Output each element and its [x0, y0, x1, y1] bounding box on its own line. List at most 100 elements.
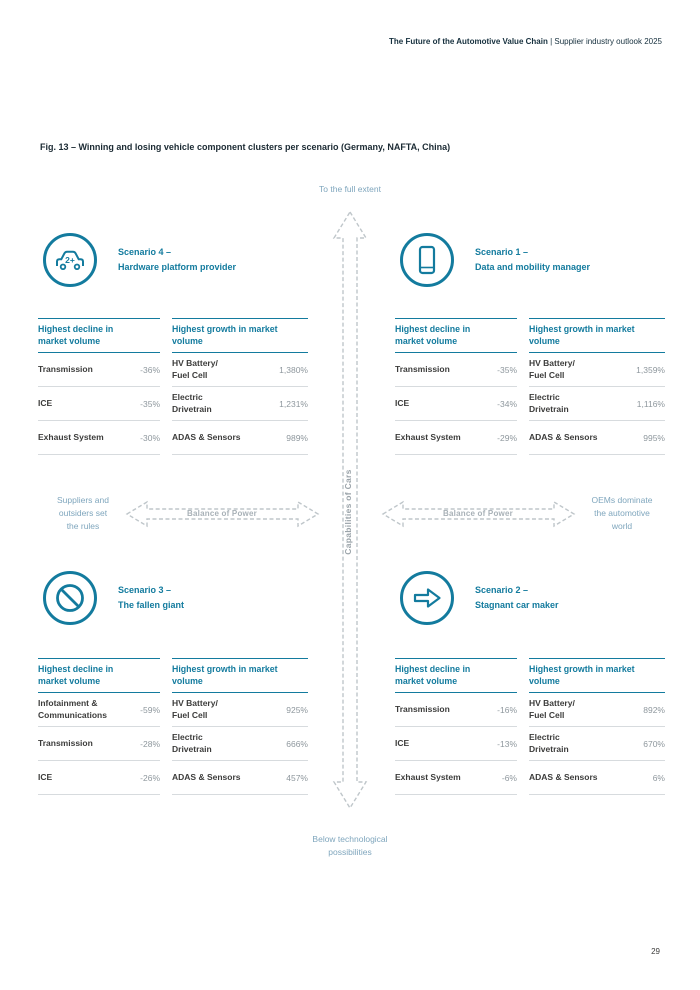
table-row: Electric Drivetrain 670% — [529, 727, 665, 761]
table-row: ADAS & Sensors 457% — [172, 761, 308, 795]
row-value: -34% — [497, 398, 517, 409]
row-label: HV Battery/ Fuel Cell — [172, 358, 218, 380]
row-value: -26% — [140, 772, 160, 783]
scenario-table: Highest decline in market volume Transmi… — [395, 658, 665, 795]
row-value: 666% — [286, 738, 308, 749]
growth-column: Highest growth in market volume HV Batte… — [529, 658, 665, 795]
table-row: Electric Drivetrain 1,231% — [172, 387, 308, 421]
scenario-table: Highest decline in market volume Infotai… — [38, 658, 308, 795]
table-row: Transmission -28% — [38, 727, 160, 761]
table-row: ICE -26% — [38, 761, 160, 795]
axis-label-vertical: Capabilities of Cars — [343, 469, 353, 555]
growth-column: Highest growth in market volume HV Batte… — [172, 658, 308, 795]
axis-label-bottom: Below technological possibilities — [312, 834, 388, 858]
row-value: -59% — [140, 704, 160, 715]
decline-column: Highest decline in market volume Infotai… — [38, 658, 160, 795]
row-value: -30% — [140, 432, 160, 443]
row-value: -28% — [140, 738, 160, 749]
growth-column: Highest growth in market volume HV Batte… — [529, 318, 665, 455]
row-label: ICE — [395, 737, 410, 748]
quadrant-scenario-3: Scenario 3 – The fallen giant Highest de… — [38, 570, 308, 795]
row-label: HV Battery/ Fuel Cell — [172, 698, 218, 720]
axis-label-right: OEMs dominate the automotive world — [591, 495, 653, 532]
table-row: ICE -34% — [395, 387, 517, 421]
balance-of-power-right-label: Balance of Power — [443, 509, 513, 518]
row-label: HV Battery/ Fuel Cell — [529, 358, 575, 380]
row-value: 457% — [286, 772, 308, 783]
row-value: -36% — [140, 364, 160, 375]
scenario-title: Scenario 3 – The fallen giant — [118, 585, 185, 610]
row-label: ADAS & Sensors — [172, 431, 241, 442]
table-row: Exhaust System -6% — [395, 761, 517, 795]
page-header-subtitle: | Supplier industry outlook 2025 — [547, 37, 662, 46]
growth-header: Highest growth in market volume — [172, 319, 308, 353]
table-row: Exhaust System -29% — [395, 421, 517, 455]
row-label: Transmission — [395, 363, 450, 374]
row-value: -35% — [497, 364, 517, 375]
scenario-header: Scenario 2 – Stagnant car maker — [395, 570, 665, 626]
row-label: Electric Drivetrain — [529, 732, 569, 754]
row-label: ADAS & Sensors — [529, 771, 598, 782]
balance-of-power-left-label: Balance of Power — [187, 509, 257, 518]
growth-header: Highest growth in market volume — [529, 319, 665, 353]
decline-header: Highest decline in market volume — [38, 319, 160, 353]
table-row: Electric Drivetrain 666% — [172, 727, 308, 761]
quadrant-scenario-4: 2+ Scenario 4 – Hardware platform provid… — [38, 232, 308, 455]
row-value: 892% — [643, 704, 665, 715]
arrow-right-icon — [400, 571, 454, 625]
table-row: ADAS & Sensors 6% — [529, 761, 665, 795]
row-label: Electric Drivetrain — [172, 732, 212, 754]
table-row: Transmission -16% — [395, 693, 517, 727]
decline-header: Highest decline in market volume — [38, 659, 160, 693]
row-value: 995% — [643, 432, 665, 443]
table-row: Electric Drivetrain 1,116% — [529, 387, 665, 421]
growth-header: Highest growth in market volume — [529, 659, 665, 693]
row-label: Exhaust System — [395, 771, 461, 782]
row-value: 989% — [286, 432, 308, 443]
table-row: ADAS & Sensors 989% — [172, 421, 308, 455]
decline-header: Highest decline in market volume — [395, 319, 517, 353]
decline-header: Highest decline in market volume — [395, 659, 517, 693]
figure-title: Fig. 13 – Winning and losing vehicle com… — [40, 142, 451, 152]
row-label: ICE — [38, 397, 53, 408]
row-value: -6% — [501, 772, 517, 783]
axis-label-left: Suppliers and outsiders set the rules — [57, 495, 109, 532]
scenario-title: Scenario 2 – Stagnant car maker — [475, 585, 559, 610]
table-row: Infotainment & Communications -59% — [38, 693, 160, 727]
row-value: 1,231% — [279, 398, 308, 409]
scenario-header: Scenario 3 – The fallen giant — [38, 570, 308, 626]
row-label: Electric Drivetrain — [529, 392, 569, 414]
table-row: ICE -13% — [395, 727, 517, 761]
row-label: ICE — [395, 397, 410, 408]
scenario-header: 2+ Scenario 4 – Hardware platform provid… — [38, 232, 308, 288]
row-value: -29% — [497, 432, 517, 443]
row-value: -35% — [140, 398, 160, 409]
row-label: ADAS & Sensors — [529, 431, 598, 442]
scenario-title: Scenario 4 – Hardware platform provider — [118, 247, 237, 272]
smartphone-icon — [400, 233, 454, 287]
table-row: Transmission -35% — [395, 353, 517, 387]
scenario-table: Highest decline in market volume Transmi… — [395, 318, 665, 455]
decline-column: Highest decline in market volume Transmi… — [395, 318, 517, 455]
axis-label-top: To the full extent — [319, 184, 381, 194]
decline-column: Highest decline in market volume Transmi… — [395, 658, 517, 795]
row-value: 1,359% — [636, 364, 665, 375]
quadrant-scenario-2: Scenario 2 – Stagnant car maker Highest … — [395, 570, 665, 795]
table-row: HV Battery/ Fuel Cell 925% — [172, 693, 308, 727]
table-row: HV Battery/ Fuel Cell 892% — [529, 693, 665, 727]
row-label: Transmission — [38, 363, 93, 374]
row-value: 925% — [286, 704, 308, 715]
row-label: Transmission — [38, 737, 93, 748]
row-label: ADAS & Sensors — [172, 771, 241, 782]
row-value: 1,116% — [636, 398, 665, 409]
row-label: Exhaust System — [38, 431, 104, 442]
scenario-header: Scenario 1 – Data and mobility manager — [395, 232, 665, 288]
growth-column: Highest growth in market volume HV Batte… — [172, 318, 308, 455]
row-value: 670% — [643, 738, 665, 749]
row-label: HV Battery/ Fuel Cell — [529, 698, 575, 720]
growth-header: Highest growth in market volume — [172, 659, 308, 693]
scenario-table: Highest decline in market volume Transmi… — [38, 318, 308, 455]
car-icon-text: 2+ — [65, 255, 75, 265]
table-row: HV Battery/ Fuel Cell 1,380% — [172, 353, 308, 387]
